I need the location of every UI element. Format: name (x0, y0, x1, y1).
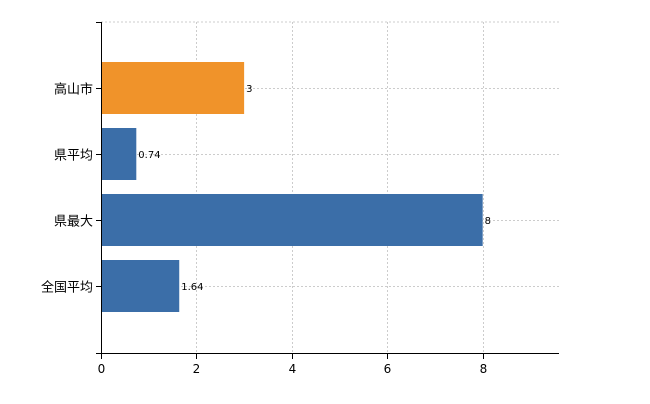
category-label: 高山市 (54, 82, 93, 98)
x-tick-label: 6 (384, 362, 392, 376)
category-label: 全国平均 (41, 280, 93, 296)
data-label: 3 (246, 84, 252, 95)
bar (101, 260, 180, 312)
data-label: 0.74 (138, 150, 160, 161)
bar (101, 194, 483, 246)
axes (96, 22, 559, 359)
category-label: 県平均 (54, 149, 93, 164)
x-tick-label: 2 (193, 362, 201, 376)
category-label: 県最大 (54, 215, 93, 230)
bar (101, 62, 245, 114)
bar (101, 128, 137, 180)
data-label: 8 (485, 216, 491, 227)
x-tick-label: 0 (98, 362, 106, 376)
bars (101, 62, 483, 312)
data-label: 1.64 (181, 282, 203, 293)
x-tick-label: 4 (289, 362, 297, 376)
x-tick-label: 8 (480, 362, 488, 376)
